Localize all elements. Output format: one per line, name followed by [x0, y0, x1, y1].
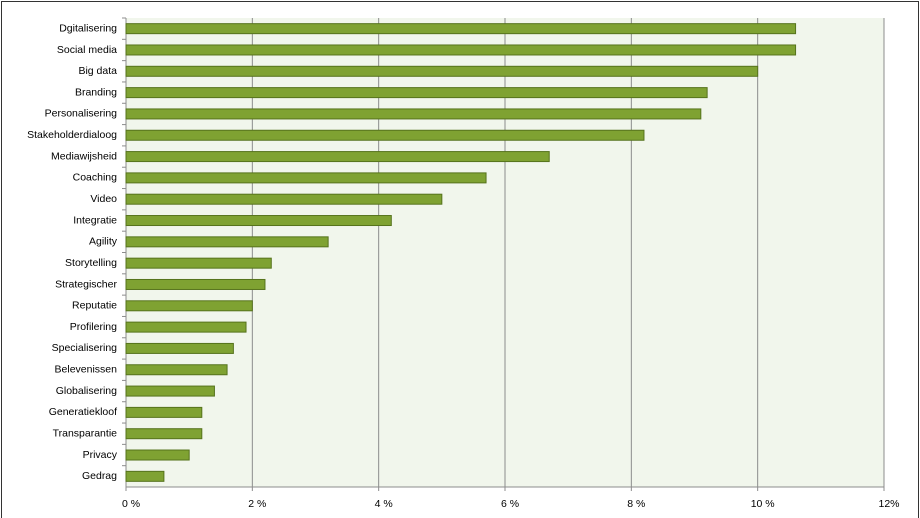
x-tick-label: 10 %	[751, 498, 775, 510]
x-tick-label: 4 %	[375, 498, 393, 510]
x-tick-label: 2 %	[248, 498, 266, 510]
y-tick-label: Social media	[57, 44, 117, 56]
y-tick-label: Big data	[78, 65, 117, 77]
bar	[125, 23, 797, 35]
bar	[125, 406, 203, 418]
bar	[125, 44, 797, 56]
y-tick-label: Dgitalisering	[59, 22, 117, 34]
bar	[125, 129, 645, 141]
y-tick-label: Specialisering	[52, 342, 118, 354]
bar	[125, 108, 702, 120]
y-tick-label: Reputatie	[72, 300, 117, 312]
y-tick-label: Storytelling	[65, 257, 117, 269]
y-tick-label: Generatiekloof	[49, 406, 117, 418]
bar	[125, 172, 487, 184]
bar	[125, 193, 443, 205]
bar	[125, 470, 165, 482]
bar	[125, 364, 228, 376]
y-tick-label: Profilering	[70, 321, 117, 333]
y-tick-label: Strategischer	[55, 278, 117, 290]
bar	[125, 65, 759, 77]
y-tick-label: Personalisering	[45, 108, 118, 120]
x-tick-label: 6 %	[501, 498, 519, 510]
bar	[125, 449, 190, 461]
bar	[125, 342, 234, 354]
y-tick-label: Globalisering	[56, 385, 117, 397]
y-tick-label: Branding	[75, 86, 117, 98]
bar	[125, 321, 247, 333]
bar	[125, 87, 708, 99]
bar	[125, 300, 253, 312]
y-tick-label: Gedrag	[82, 470, 117, 482]
y-tick-label: Coaching	[73, 172, 118, 184]
y-tick-label: Video	[90, 193, 117, 205]
y-tick-label: Mediawijsheid	[51, 150, 117, 162]
x-tick-label: 8 %	[627, 498, 645, 510]
bar	[125, 278, 266, 290]
y-tick-label: Agility	[89, 236, 118, 248]
y-tick-label: Privacy	[83, 449, 118, 461]
y-tick-label: Belevenissen	[55, 364, 118, 376]
y-tick-label: Transparantie	[53, 427, 118, 439]
bar	[125, 215, 392, 227]
bar	[125, 236, 329, 248]
bar	[125, 151, 550, 163]
bar	[125, 428, 203, 440]
bar	[125, 385, 215, 397]
y-tick-label: Stakeholderdialoog	[27, 129, 117, 141]
y-tick-label: Integratie	[73, 214, 117, 226]
x-tick-label: 0 %	[122, 498, 140, 510]
x-tick-label: 12%	[878, 498, 899, 510]
bar	[125, 257, 272, 269]
